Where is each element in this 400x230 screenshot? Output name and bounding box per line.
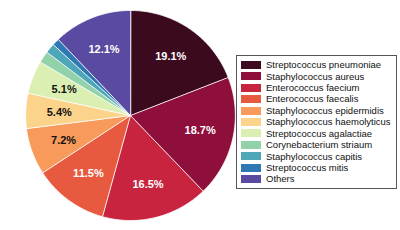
svg-text:5.4%: 5.4%: [47, 106, 72, 118]
svg-text:19.1%: 19.1%: [155, 50, 186, 62]
html-text:Streptococcus agalactiae: Streptococcus agalactiae: [266, 127, 373, 139]
svg-text:11.5%: 11.5%: [73, 167, 104, 179]
html-text:Staphylococcus aureus: Staphylococcus aureus: [266, 70, 365, 82]
html-text:Streptococcus pneumoniae: Streptococcus pneumoniae: [266, 59, 382, 71]
svg-text:12.1%: 12.1%: [88, 43, 119, 55]
html-text:Others: Others: [266, 173, 295, 185]
svg-text:5.1%: 5.1%: [52, 83, 77, 95]
html-text:Streptococcus mitis: Streptococcus mitis: [266, 161, 349, 173]
html-text:Enterococcus faecalis: Enterococcus faecalis: [266, 93, 359, 105]
html-text:Staphylococcus capitis: Staphylococcus capitis: [266, 150, 363, 162]
svg-text:18.7%: 18.7%: [185, 124, 216, 136]
html-text:Corynebacterium striaum: Corynebacterium striaum: [266, 139, 373, 151]
svg-text:7.2%: 7.2%: [51, 134, 76, 146]
svg-text:16.5%: 16.5%: [132, 178, 163, 190]
html-text:Enterococcus faecium: Enterococcus faecium: [266, 82, 360, 94]
html-text:Staphylococcus haemolyticus: Staphylococcus haemolyticus: [266, 116, 391, 128]
html-text:Staphylococcus epidermidis: Staphylococcus epidermidis: [266, 104, 384, 116]
